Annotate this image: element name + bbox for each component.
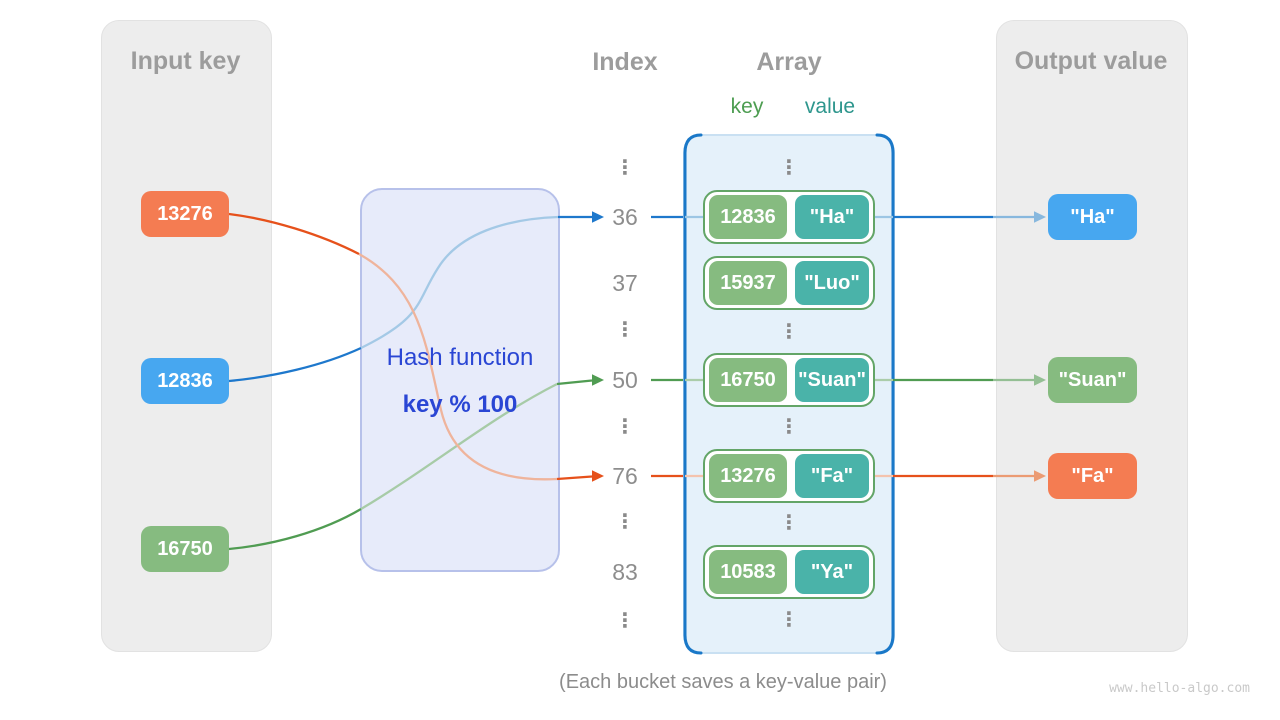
bucket-row: 13276 "Fa" (703, 449, 875, 503)
bucket-value: "Fa" (795, 454, 869, 498)
bucket-value: "Luo" (795, 261, 869, 305)
input-key-16750: 16750 (141, 526, 229, 572)
hash-function-formula: key % 100 (402, 391, 518, 418)
bucket-row: 16750 "Suan" (703, 353, 875, 407)
bucket-value: "Ya" (795, 550, 869, 594)
bucket-row: 15937 "Luo" (703, 256, 875, 310)
input-key-13276: 13276 (141, 191, 229, 237)
hash-function-label: Hash function (386, 344, 534, 371)
index-ellipsis: ⋮ (615, 511, 635, 533)
array-ellipsis: ⋮ (779, 321, 799, 343)
arrow-green-to-index (556, 379, 593, 386)
index-ellipsis: ⋮ (615, 610, 635, 632)
index-ellipsis: ⋮ (615, 319, 635, 341)
output-panel-title: Output value (1014, 47, 1168, 75)
index-83: 83 (612, 559, 638, 585)
index-50: 50 (612, 367, 638, 393)
bucket-key: 12836 (709, 195, 787, 239)
index-37: 37 (612, 270, 638, 296)
index-36: 36 (612, 204, 638, 230)
diagram-caption: (Each bucket saves a key-value pair) (559, 671, 887, 693)
array-key-header: key (730, 95, 764, 118)
bucket-key: 15937 (709, 261, 787, 305)
array-value-header: value (804, 95, 856, 118)
index-ellipsis: ⋮ (615, 157, 635, 179)
index-76: 76 (612, 463, 638, 489)
index-column-title: Index (592, 48, 658, 76)
output-value-ha: "Ha" (1048, 194, 1137, 240)
hash-function-box (360, 188, 560, 572)
site-watermark: www.hello-algo.com (1109, 681, 1250, 696)
arrow-orange-to-index (556, 475, 593, 481)
array-ellipsis: ⋮ (779, 609, 799, 631)
array-ellipsis: ⋮ (779, 416, 799, 438)
array-ellipsis: ⋮ (779, 512, 799, 534)
output-value-suan: "Suan" (1048, 357, 1137, 403)
bucket-row: 12836 "Ha" (703, 190, 875, 244)
bucket-key: 10583 (709, 550, 787, 594)
bucket-key: 16750 (709, 358, 787, 402)
bucket-row: 10583 "Ya" (703, 545, 875, 599)
input-panel-title: Input key (130, 47, 241, 75)
index-ellipsis: ⋮ (615, 416, 635, 438)
bucket-value: "Ha" (795, 195, 869, 239)
output-value-fa: "Fa" (1048, 453, 1137, 499)
array-ellipsis: ⋮ (779, 157, 799, 179)
input-key-12836: 12836 (141, 358, 229, 404)
bucket-key: 13276 (709, 454, 787, 498)
array-title: Array (756, 48, 822, 76)
bucket-value: "Suan" (795, 358, 869, 402)
output-panel (996, 20, 1188, 652)
